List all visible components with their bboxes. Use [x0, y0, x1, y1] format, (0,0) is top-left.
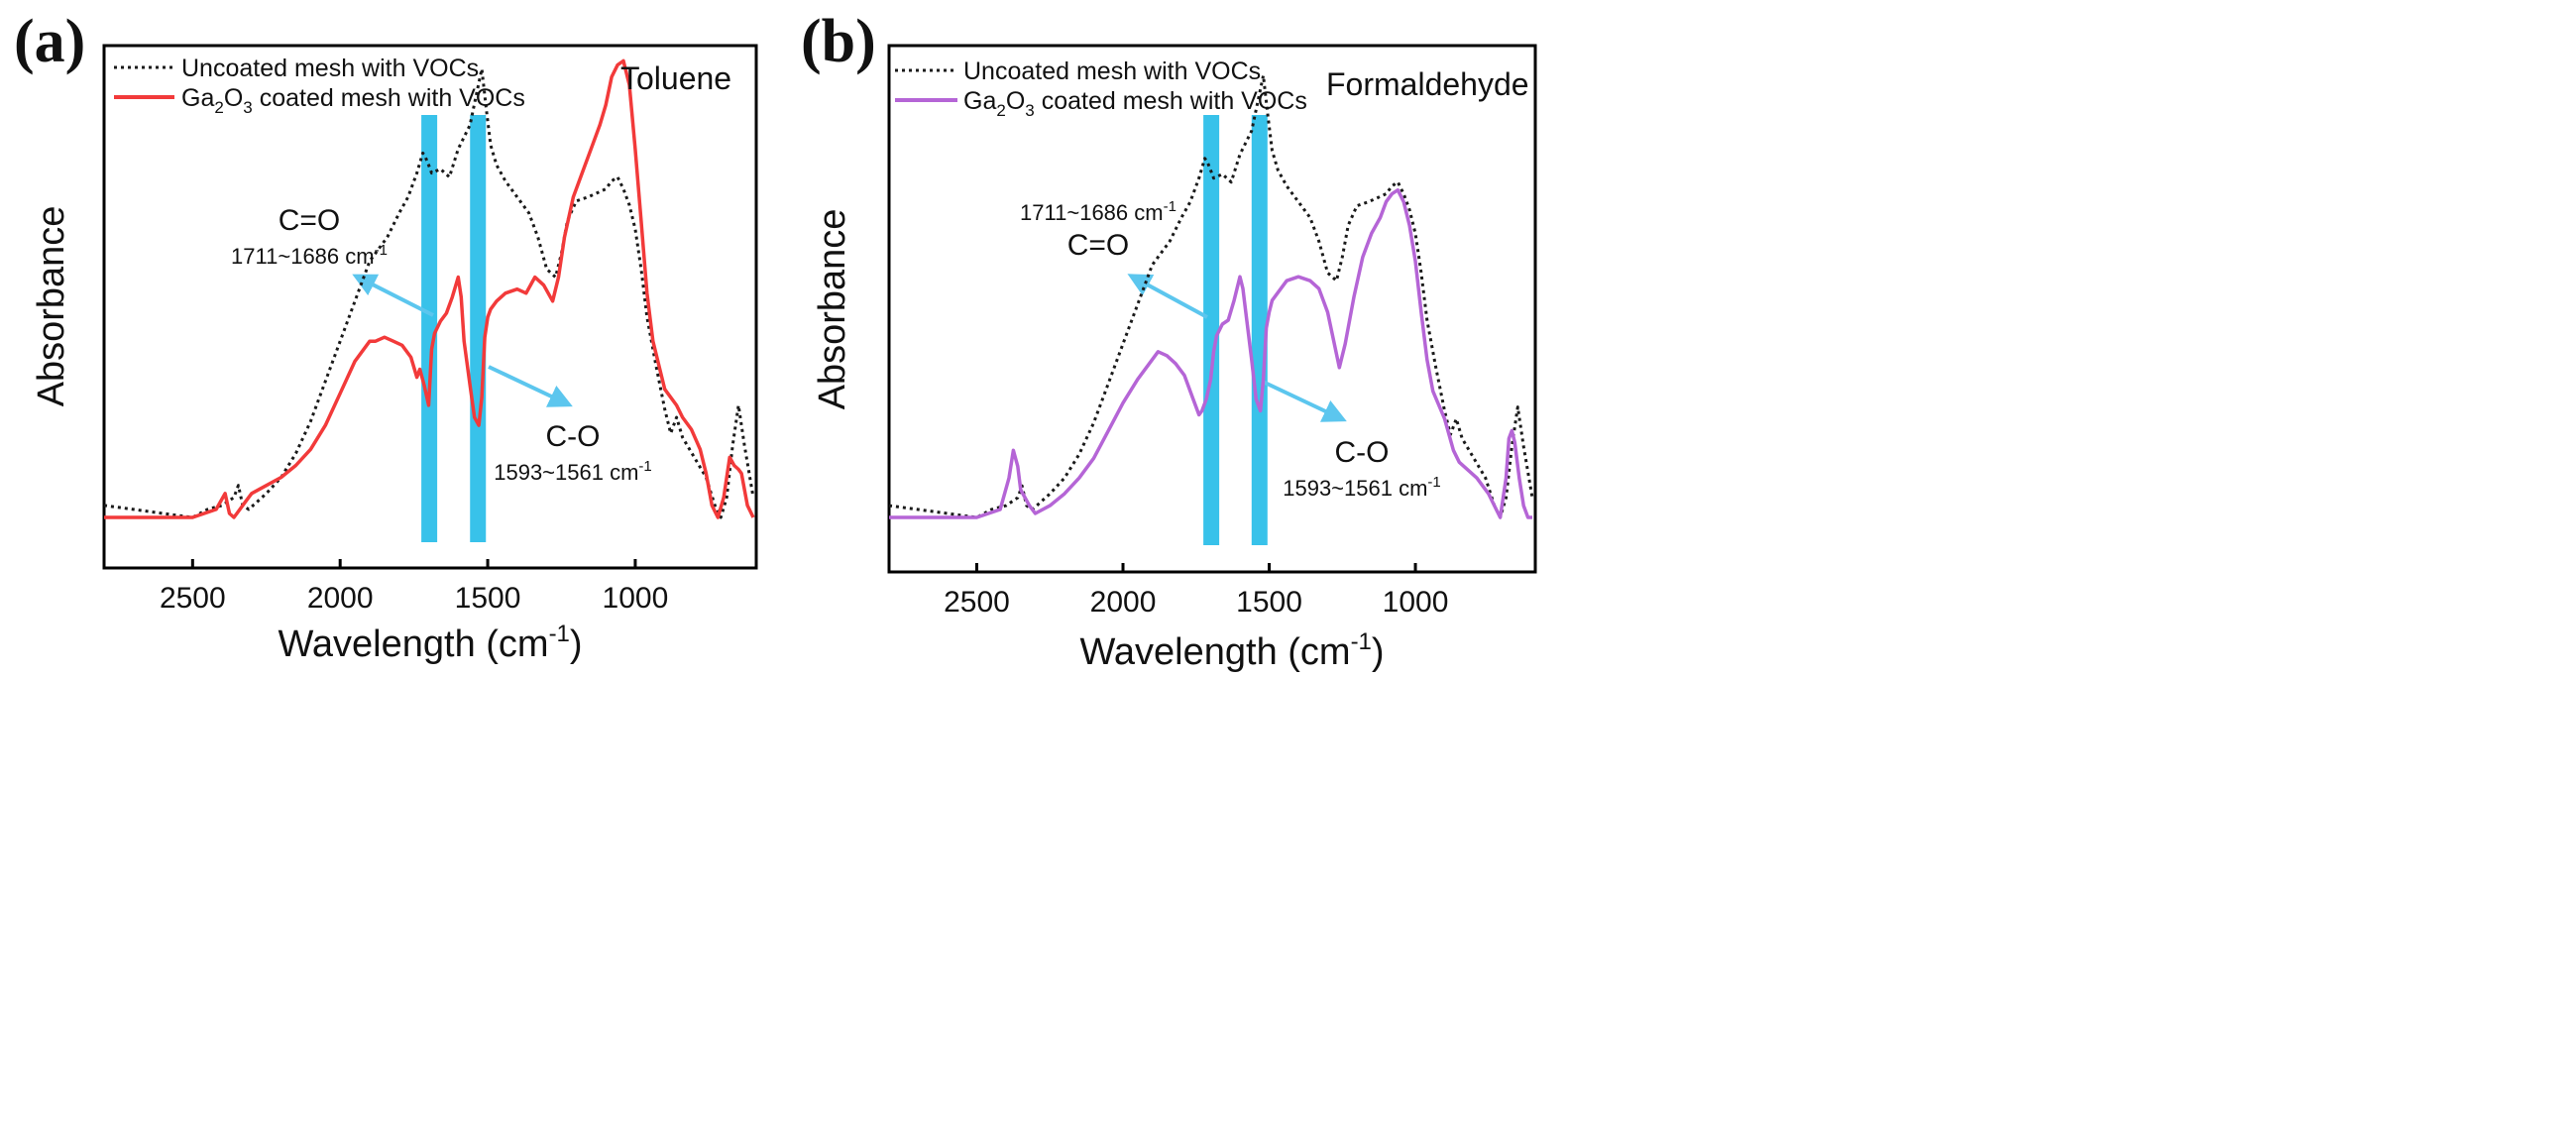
- panel-b-plot-frame: [887, 44, 1537, 574]
- panel-a-legend-coated-label: Ga2O3 coated mesh with VOCs: [181, 84, 525, 117]
- panel-a-anno-co-double: C=O: [279, 204, 341, 237]
- panel-a-series-uncoated: [103, 67, 755, 519]
- panel-a-bands: [421, 115, 487, 542]
- panel-a-xtick-label-2500: 2500: [160, 582, 226, 615]
- panel-b-legend-uncoated-label: Uncoated mesh with VOCs: [963, 57, 1261, 85]
- panel-a-anno-co-double-range: 1711~1686 cm-1: [231, 242, 388, 269]
- panel-b-arrow-2: [1262, 380, 1347, 422]
- panel-a-arrow-2: [488, 365, 573, 407]
- panel-b-label: (b): [801, 8, 876, 75]
- panel-a-legend-uncoated-label: Uncoated mesh with VOCs: [181, 55, 479, 82]
- panel-a-xtick-label-2000: 2000: [307, 582, 374, 615]
- panel-b-legend-coated-label: Ga2O3 coated mesh with VOCs: [963, 87, 1307, 120]
- panel-a-anno-co-single: C-O: [546, 420, 601, 453]
- panel-a-ylabel: Absorbance: [31, 206, 72, 407]
- panel-b-ylabel: Absorbance: [812, 209, 853, 410]
- panel-b-ticks: 2500 2000 1500 1000: [944, 563, 1448, 619]
- panel-b-series: [888, 73, 1534, 519]
- panel-a-band-1: [421, 115, 438, 542]
- panel-b-xtick-label-1000: 1000: [1383, 586, 1449, 619]
- panel-a-xlabel: Wavelength (cm-1): [278, 621, 582, 665]
- panel-b-xtick-label-2000: 2000: [1090, 586, 1157, 619]
- panel-a-xtick-label-1500: 1500: [455, 582, 521, 615]
- panel-a-label: (a): [14, 8, 85, 75]
- panel-a-band-2: [470, 115, 487, 542]
- panel-b-xlabel: Wavelength (cm-1): [1079, 628, 1384, 673]
- panel-a-title: Toluene: [620, 60, 731, 96]
- panel-b-anno-co-single-range: 1593~1561 cm-1: [1283, 474, 1441, 501]
- panel-a: (a) 2500 2000 1500 1000 Toluene Uncoated me…: [14, 8, 758, 665]
- panel-b-xtick-label-2500: 2500: [944, 586, 1010, 619]
- panel-b-title: Formaldehyde: [1326, 66, 1529, 102]
- panel-a-plot-frame: [102, 44, 758, 570]
- panel-b: (b) 2500 2000 1500 1000 Formaldehyde Uncoat…: [801, 8, 1537, 673]
- panel-b-series-coated: [889, 187, 1532, 519]
- panel-b-arrows: [1127, 274, 1347, 422]
- panel-b-anno-co-double: C=O: [1067, 229, 1130, 262]
- panel-a-xtick-label-1000: 1000: [603, 582, 669, 615]
- panel-a-ticks: 2500 2000 1500 1000: [160, 559, 668, 615]
- panel-b-band-1: [1203, 115, 1220, 545]
- panel-b-bands: [1203, 115, 1268, 545]
- panel-b-band-2: [1251, 115, 1268, 545]
- panel-a-series-coated: [104, 58, 755, 519]
- panel-a-arrows: [352, 274, 573, 407]
- panel-b-anno-co-single: C-O: [1335, 436, 1390, 469]
- panel-a-arrow-1: [352, 274, 434, 317]
- panel-b-anno-co-double-range: 1711~1686 cm-1: [1020, 198, 1176, 225]
- panel-a-anno-co-single-range: 1593~1561 cm-1: [494, 458, 652, 485]
- panel-b-arrow-1: [1127, 274, 1208, 319]
- panel-b-xtick-label-1500: 1500: [1236, 586, 1302, 619]
- panel-a-series: [103, 58, 755, 519]
